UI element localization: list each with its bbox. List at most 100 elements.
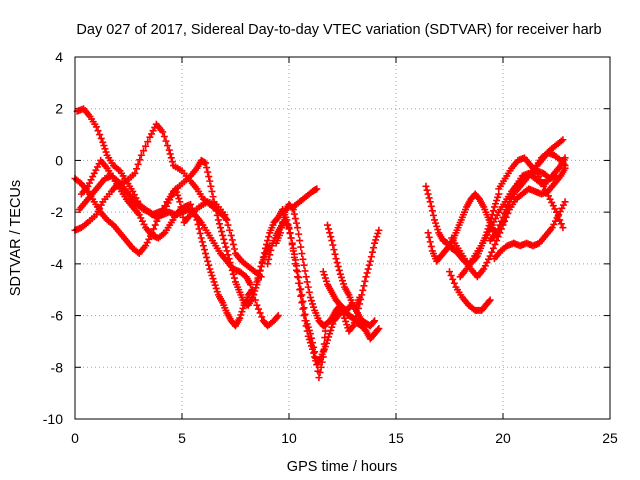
data-point bbox=[428, 207, 436, 215]
data-point bbox=[321, 327, 329, 335]
data-point bbox=[254, 274, 262, 282]
data-point bbox=[263, 240, 271, 248]
data-point bbox=[359, 286, 367, 294]
data-point bbox=[553, 208, 560, 216]
data-point bbox=[133, 165, 141, 173]
data-point bbox=[259, 253, 267, 261]
data-point bbox=[425, 194, 433, 202]
series-arc5 bbox=[75, 172, 282, 330]
data-point bbox=[507, 194, 515, 202]
y-tick-label: -4 bbox=[51, 256, 64, 272]
data-point bbox=[424, 229, 432, 237]
data-point bbox=[320, 346, 328, 354]
data-point bbox=[227, 231, 235, 239]
data-point bbox=[255, 305, 263, 313]
data-point bbox=[424, 190, 432, 198]
data-point bbox=[320, 340, 328, 348]
data-point bbox=[364, 265, 372, 273]
data-point bbox=[213, 288, 221, 296]
data-point bbox=[326, 330, 334, 338]
data-point bbox=[224, 221, 232, 229]
data-point bbox=[274, 312, 282, 320]
data-point bbox=[214, 216, 222, 224]
data-point bbox=[175, 195, 183, 203]
data-point bbox=[501, 213, 509, 221]
data-point bbox=[561, 198, 569, 206]
data-point bbox=[311, 348, 319, 356]
data-point bbox=[493, 237, 501, 245]
data-point bbox=[211, 281, 219, 289]
data-point bbox=[302, 273, 310, 281]
data-point bbox=[197, 234, 205, 242]
data-point bbox=[168, 158, 176, 166]
data-point bbox=[292, 262, 300, 270]
data-point bbox=[339, 277, 346, 285]
data-point bbox=[253, 278, 261, 286]
data-point bbox=[222, 216, 230, 224]
data-point bbox=[295, 273, 303, 281]
data-point bbox=[198, 238, 206, 246]
data-point bbox=[319, 268, 327, 276]
data-point bbox=[300, 261, 308, 269]
data-point bbox=[301, 267, 309, 275]
data-point bbox=[164, 142, 172, 150]
data-point bbox=[310, 343, 318, 351]
data-point bbox=[237, 311, 245, 319]
data-point bbox=[366, 257, 374, 265]
series-arc18 bbox=[499, 154, 569, 226]
data-point bbox=[217, 224, 225, 232]
data-point bbox=[224, 251, 232, 259]
data-point bbox=[160, 133, 168, 141]
data-point bbox=[260, 249, 268, 257]
data-point bbox=[205, 261, 213, 269]
data-point bbox=[210, 198, 218, 206]
data-point bbox=[485, 297, 493, 305]
data-point bbox=[162, 137, 170, 145]
data-point bbox=[361, 277, 369, 285]
data-point bbox=[298, 250, 306, 258]
data-point bbox=[446, 268, 453, 276]
data-point bbox=[371, 317, 379, 325]
data-point bbox=[159, 128, 167, 136]
series-arc19 bbox=[490, 198, 569, 263]
data-point bbox=[315, 374, 323, 382]
data-point bbox=[255, 270, 263, 278]
chart-title: Day 027 of 2017, Sidereal Day-to-day VTE… bbox=[76, 22, 601, 38]
data-point bbox=[167, 154, 175, 162]
data-point bbox=[375, 325, 383, 332]
data-point bbox=[310, 303, 318, 311]
data-point bbox=[309, 339, 317, 347]
data-point bbox=[174, 191, 182, 199]
data-point bbox=[306, 293, 314, 301]
data-point bbox=[207, 268, 215, 276]
data-point bbox=[297, 285, 305, 293]
data-point bbox=[554, 212, 562, 220]
data-point bbox=[332, 255, 340, 263]
data-point bbox=[210, 278, 218, 286]
data-point bbox=[267, 246, 275, 254]
data-point bbox=[253, 301, 261, 309]
data-point bbox=[280, 213, 288, 221]
data-point bbox=[300, 312, 308, 320]
data-point bbox=[422, 182, 430, 190]
series-arc20 bbox=[495, 154, 567, 232]
data-point bbox=[296, 279, 304, 287]
data-point bbox=[309, 300, 317, 308]
data-points bbox=[71, 105, 569, 382]
data-point bbox=[223, 247, 231, 255]
data-point bbox=[426, 238, 434, 246]
data-point bbox=[204, 168, 212, 176]
data-point bbox=[504, 203, 512, 211]
x-axis-label: GPS time / hours bbox=[287, 459, 397, 475]
data-point bbox=[299, 255, 307, 263]
data-point bbox=[492, 200, 500, 208]
data-point bbox=[94, 127, 102, 135]
data-point bbox=[139, 147, 147, 155]
data-point bbox=[320, 271, 328, 279]
data-point bbox=[264, 237, 272, 245]
data-point bbox=[246, 281, 254, 289]
data-point bbox=[203, 164, 211, 172]
data-point bbox=[134, 160, 142, 168]
data-point bbox=[337, 273, 345, 281]
data-point bbox=[502, 208, 510, 216]
